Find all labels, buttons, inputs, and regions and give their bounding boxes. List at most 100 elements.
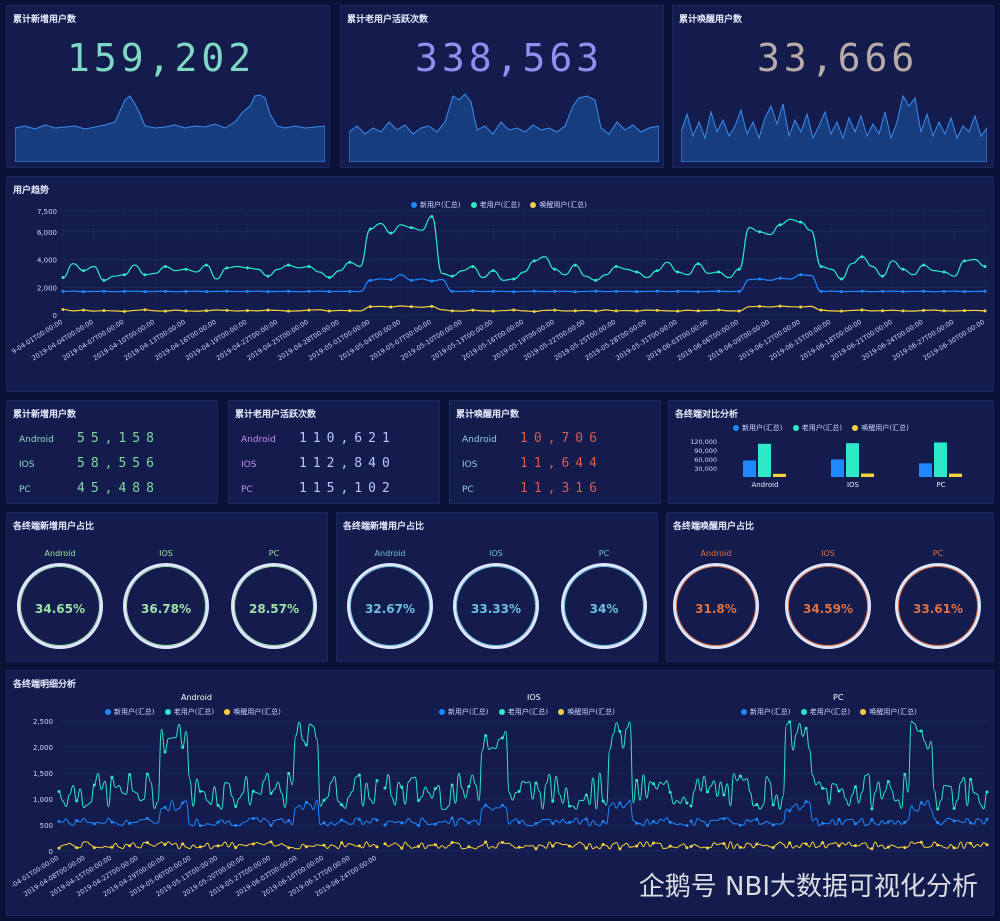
data-point: [985, 843, 989, 847]
y-tick-label: 2,000: [33, 744, 53, 752]
count-panel-old: 累计老用户活跃次数 Android 110,621 IOS 112,840 PC 11…: [228, 400, 440, 504]
count-row: IOS 58,556: [19, 456, 160, 471]
share-ring[interactable]: 32.67%: [347, 563, 433, 649]
detail-chart[interactable]: 2,5002,0001,5001,0005000-04-01T00:00:002…: [7, 719, 993, 915]
data-point: [689, 845, 693, 849]
data-point: [553, 267, 557, 271]
data-point: [881, 289, 885, 293]
trend-title: 用户趋势: [13, 186, 50, 196]
count-panel-wake: 累计唤醒用户数 Android 10,706 IOS 11,644 PC 11,316: [449, 400, 661, 504]
data-point: [551, 844, 555, 848]
data-point: [755, 817, 759, 821]
data-point: [163, 309, 167, 313]
count-row: IOS 112,840: [241, 456, 396, 471]
y-tick-label: 2,500: [33, 719, 53, 726]
detail-legend-pc[interactable]: 新用户(汇总) 老用户(汇总) 唤醒用户(汇总): [733, 707, 917, 717]
legend-label-old: 老用户(汇总): [507, 708, 549, 716]
legend-label-new: 新用户(汇总): [448, 708, 489, 716]
count-label: IOS: [19, 460, 35, 470]
data-point: [532, 259, 536, 263]
share-ring[interactable]: 34.59%: [785, 563, 871, 649]
data-point: [618, 847, 622, 851]
data-point: [886, 779, 890, 783]
data-point: [269, 791, 273, 795]
data-point: [837, 844, 841, 848]
sparkline-area: [349, 93, 659, 162]
data-point: [348, 260, 352, 264]
y-tick-label: 4,000: [37, 257, 57, 265]
data-point: [340, 818, 344, 822]
data-point: [651, 782, 655, 786]
legend-label-new: 新用户(汇总): [420, 201, 461, 209]
data-point: [771, 846, 775, 850]
data-point: [635, 309, 639, 313]
legend-dot-old: [498, 709, 505, 715]
category-label: IOS: [847, 481, 860, 489]
data-point: [266, 290, 270, 294]
data-point: [234, 804, 238, 808]
data-point: [722, 817, 726, 821]
data-point: [689, 819, 693, 823]
bar: [949, 473, 962, 477]
data-point: [433, 822, 437, 826]
data-point: [922, 263, 926, 267]
count-label: PC: [19, 485, 31, 495]
share-ring[interactable]: 34.65%: [17, 563, 103, 649]
legend-dot-new: [439, 709, 445, 715]
legend-dot-old: [792, 425, 799, 431]
data-point: [517, 845, 521, 849]
series-line: [384, 721, 688, 810]
data-point: [942, 309, 946, 313]
trend-legend[interactable]: 新用户(汇总) 老用户(汇总) 唤醒用户(汇总): [403, 200, 587, 210]
data-point: [204, 263, 208, 267]
compare-legend[interactable]: 新用户(汇总) 老用户(汇总) 唤醒用户(汇总): [725, 423, 909, 433]
data-point: [327, 290, 331, 294]
data-point: [128, 844, 132, 848]
data-point: [389, 278, 393, 282]
count-row: Android 10,706: [462, 431, 603, 446]
data-point: [122, 289, 126, 293]
share-ring[interactable]: 36.78%: [123, 563, 209, 649]
detail-legend-ios[interactable]: 新用户(汇总) 老用户(汇总) 唤醒用户(汇总): [431, 707, 615, 717]
detail-legend-android[interactable]: 新用户(汇总) 老用户(汇总) 唤醒用户(汇总): [97, 707, 281, 717]
count-title: 累计老用户活跃次数: [235, 410, 317, 420]
share-ring[interactable]: 34%: [561, 563, 647, 649]
data-point: [952, 806, 956, 810]
data-point: [532, 289, 536, 293]
data-point: [685, 801, 689, 805]
share-panel-wake: 各终端唤醒用户占比 Android IOS PC 31.8% 34.59% 33…: [666, 512, 994, 662]
data-point: [512, 308, 516, 312]
trend-chart[interactable]: 7,5006,0004,0002,00009-04-01T00:00:00201…: [7, 201, 993, 391]
data-point: [655, 289, 659, 293]
data-point: [738, 845, 742, 849]
data-point: [198, 789, 202, 793]
data-point: [573, 290, 577, 294]
kpi-title: 累计唤醒用户数: [679, 15, 743, 25]
count-value: 45,488: [77, 481, 160, 496]
legend-dot-wake: [224, 709, 231, 715]
share-ring[interactable]: 33.61%: [895, 563, 981, 649]
share-ring[interactable]: 33.33%: [453, 563, 539, 649]
data-point: [901, 267, 905, 271]
data-point: [327, 276, 331, 280]
count-row: PC 115,102: [241, 481, 396, 496]
data-point: [322, 821, 326, 825]
data-point: [266, 274, 270, 278]
data-point: [368, 305, 372, 309]
data-point: [204, 290, 208, 294]
count-value: 58,556: [77, 456, 160, 471]
data-point: [903, 820, 907, 824]
data-point: [738, 823, 742, 827]
share-ring[interactable]: 28.57%: [231, 563, 317, 649]
data-point: [532, 310, 536, 314]
compare-title: 各终端对比分析: [675, 410, 739, 420]
data-point: [128, 773, 132, 777]
data-point: [245, 289, 249, 293]
share-ring[interactable]: 31.8%: [673, 563, 759, 649]
data-point: [383, 823, 387, 827]
data-point: [287, 819, 291, 823]
detail-title: 各终端明细分析: [13, 680, 77, 690]
data-point: [788, 720, 792, 724]
series-line: [62, 274, 986, 293]
